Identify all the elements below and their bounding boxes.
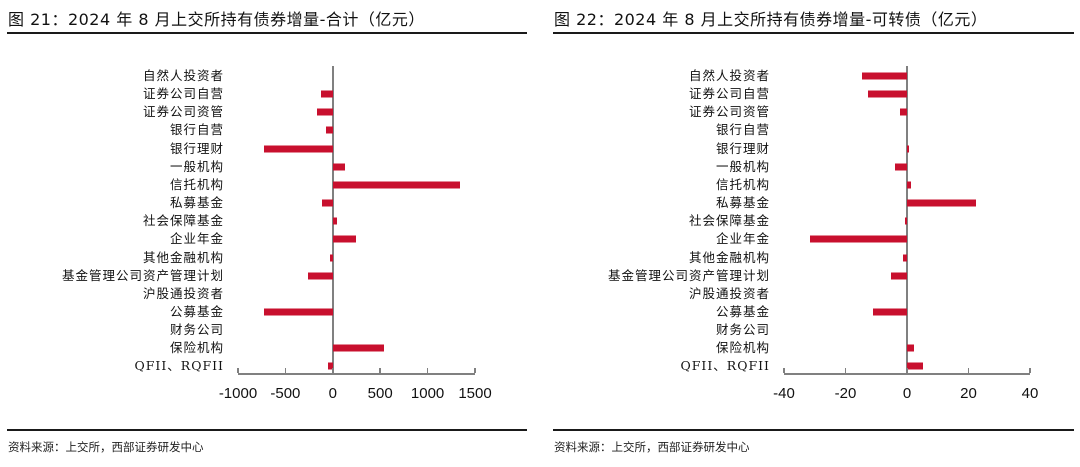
- data-bar: [867, 90, 907, 98]
- x-axis-line: [238, 373, 475, 375]
- footer-rule: [553, 429, 1074, 431]
- x-tick-label: 20: [960, 385, 977, 402]
- category-label: 社会保障基金: [142, 213, 224, 229]
- x-tick: [474, 368, 476, 373]
- category-label: 证券公司资管: [142, 104, 224, 120]
- category-label: 私募基金: [715, 195, 770, 211]
- category-label: 保险机构: [169, 340, 224, 356]
- data-bar: [332, 181, 461, 189]
- category-label: 基金管理公司资产管理计划: [61, 267, 224, 283]
- category-label: 公募基金: [715, 303, 770, 319]
- category-label: 自然人投资者: [142, 68, 224, 83]
- category-label: 其他金融机构: [688, 249, 770, 265]
- x-tick: [844, 368, 847, 373]
- category-label: 一般机构: [715, 158, 770, 174]
- data-bar: [862, 72, 907, 80]
- data-bar: [903, 254, 907, 261]
- category-label: 证券公司资管: [688, 104, 770, 120]
- data-bar: [329, 254, 333, 261]
- bar-chart-total: 自然人投资者 证券公司自营 证券公司资管银行自营银行理财一般机构信托机构私募基金社会…: [0, 0, 540, 420]
- category-label: 证券公司自营: [688, 86, 770, 102]
- x-tick-label: 1500: [458, 385, 492, 402]
- data-bar: [873, 308, 907, 316]
- source-note: 资料来源：上交所，西部证券研发中心: [554, 440, 750, 454]
- data-bar: [894, 163, 907, 171]
- data-bar: [264, 308, 333, 316]
- category-label: 基金管理公司资产管理计划: [607, 267, 770, 283]
- category-label: 保险机构: [715, 340, 770, 356]
- data-bar: [332, 163, 345, 171]
- x-tick-label: 1000: [410, 385, 445, 402]
- x-tick: [332, 368, 334, 373]
- x-tick-label: 40: [1021, 385, 1039, 402]
- data-bar: [904, 217, 907, 225]
- category-label: 财务公司: [715, 322, 770, 338]
- data-bar: [332, 235, 357, 243]
- title-rule: [7, 32, 527, 34]
- data-bar: [321, 90, 333, 98]
- category-label: 其他金融机构: [142, 249, 224, 265]
- category-label: 银行理财: [169, 140, 224, 156]
- x-axis-line: [784, 373, 1030, 375]
- source-note: 资料来源：上交所，西部证券研发中心: [8, 440, 204, 454]
- x-tick: [426, 368, 429, 373]
- x-tick-label: 0: [328, 385, 337, 402]
- data-bar: [907, 145, 910, 153]
- category-label: 银行自营: [169, 122, 224, 138]
- category-label: 信托机构: [715, 176, 770, 192]
- x-tick-label: 0: [902, 385, 912, 402]
- data-bar: [316, 108, 333, 116]
- chart-title: 图 21：2024 年 8 月上交所持有债券增量-合计（亿元）: [8, 10, 425, 29]
- data-bar: [263, 145, 333, 153]
- category-label: 财务公司: [169, 322, 224, 338]
- category-label: 银行自营: [715, 122, 770, 138]
- x-tick: [783, 368, 785, 373]
- data-bar: [328, 362, 333, 370]
- data-bar: [325, 126, 333, 134]
- data-bar: [907, 344, 915, 352]
- bar-chart-convertible: 自然人投资者 证券公司自营 证券公司资管银行自营银行理财一般机构信托机构私募基金社会…: [607, 66, 1039, 402]
- category-label: 自然人投资者: [688, 68, 770, 83]
- data-bar: [307, 272, 333, 280]
- zero-axis-line: [906, 66, 908, 373]
- x-tick-label: -1000: [218, 385, 258, 402]
- x-tick: [906, 368, 908, 373]
- x-tick: [237, 368, 239, 373]
- x-tick-label: -500: [270, 385, 301, 402]
- category-label: 一般机构: [169, 158, 224, 174]
- data-bar: [332, 217, 338, 225]
- chart-title: 图 22：2024 年 8 月上交所持有债券增量-可转债（亿元）: [554, 10, 988, 29]
- category-label: 私募基金: [169, 195, 224, 211]
- footer-rule: [7, 429, 527, 431]
- data-bar: [907, 181, 911, 189]
- data-bar: [907, 362, 923, 370]
- category-label: 信托机构: [169, 176, 224, 192]
- category-label: 沪股通投资者: [142, 285, 224, 301]
- category-label: 企业年金: [169, 231, 224, 247]
- x-tick: [1029, 368, 1031, 373]
- data-bar: [321, 199, 333, 207]
- data-bar: [332, 344, 384, 352]
- data-bar: [809, 235, 907, 243]
- x-tick: [379, 368, 381, 373]
- x-tick: [967, 368, 970, 373]
- x-tick-label: 500: [367, 385, 393, 402]
- data-bar: [891, 272, 907, 280]
- x-tick: [284, 368, 287, 373]
- category-label: 公募基金: [169, 303, 224, 319]
- x-tick-label: -40: [773, 385, 795, 402]
- data-bar: [907, 199, 977, 207]
- title-rule: [553, 32, 1074, 34]
- category-label: 社会保障基金: [688, 213, 770, 229]
- chart-panel-1: 图 21：2024 年 8 月上交所持有债券增量-合计（亿元） 自然人投资者 证券…: [0, 0, 540, 454]
- category-label: 沪股通投资者: [688, 285, 770, 301]
- x-tick-label: -20: [834, 385, 857, 402]
- category-label: QFII、RQFII: [134, 358, 224, 374]
- category-label: 银行理财: [715, 140, 770, 156]
- category-label: QFII、RQFII: [680, 358, 770, 374]
- category-label: 企业年金: [715, 231, 770, 247]
- category-label: 证券公司自营: [142, 86, 224, 102]
- data-bar: [899, 108, 907, 116]
